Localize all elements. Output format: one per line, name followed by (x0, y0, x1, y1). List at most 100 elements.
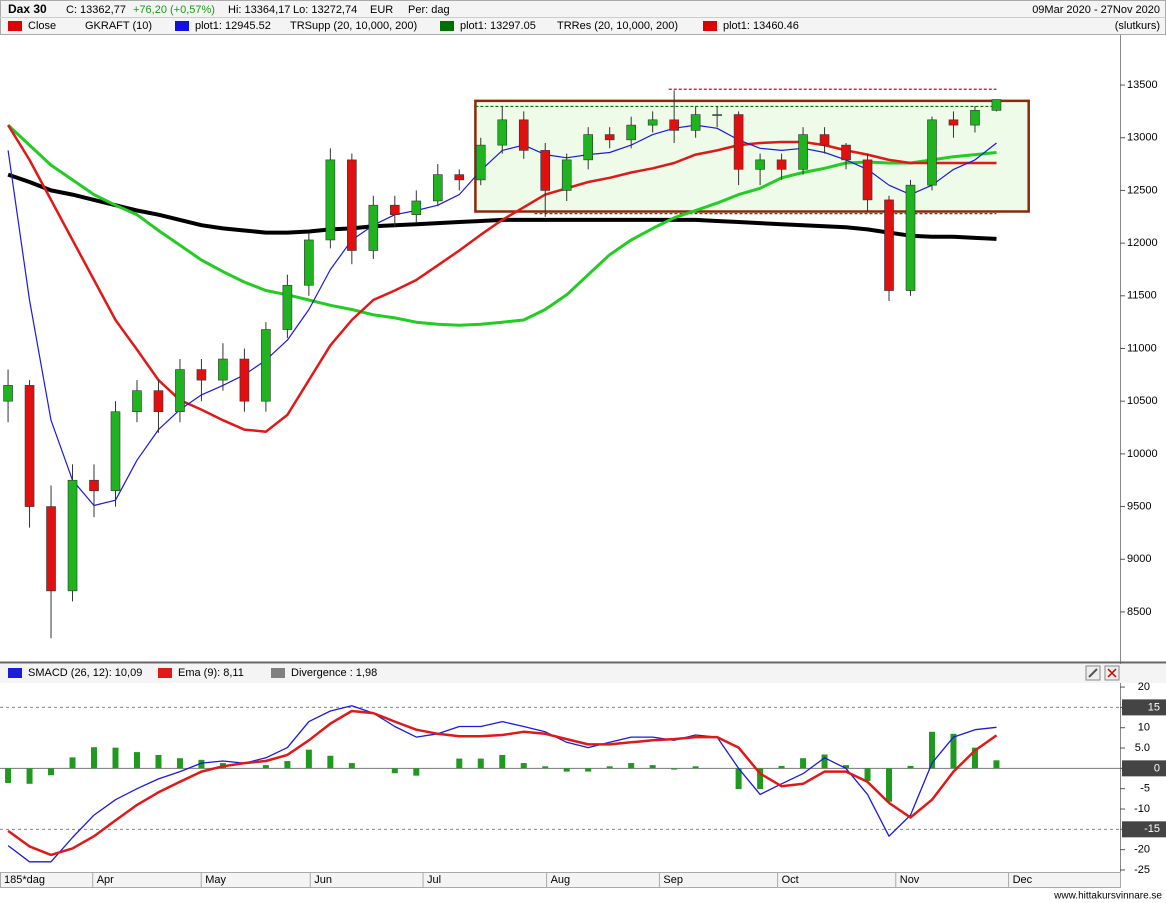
high: Hi: 13364,17 (228, 4, 290, 16)
y-tick-label: 11500 (1127, 290, 1157, 302)
divergence-bar (327, 755, 334, 769)
x-tick-label: Nov (900, 874, 920, 886)
divergence-bar (928, 731, 935, 769)
series-line (7, 124, 997, 433)
candle-body (927, 119, 937, 186)
change: +76,20 (+0,57%) (133, 4, 215, 16)
low: Lo: 13272,74 (293, 4, 357, 16)
instrument-title: Dax 30 (8, 2, 47, 16)
divergence-bar (563, 768, 570, 772)
close-price: C: 13362,77 (66, 4, 126, 16)
candle-body (690, 114, 701, 131)
series-line (7, 709, 998, 857)
candle-body (841, 144, 851, 161)
legend-swatch (8, 21, 22, 31)
candle-body (110, 411, 121, 492)
divergence-bar (520, 763, 527, 769)
divergence-bar (800, 758, 807, 769)
candle-body (261, 329, 271, 402)
candle-body (755, 159, 765, 170)
candle-body (733, 114, 744, 170)
candle-body (67, 479, 78, 592)
y-tick-label: 12000 (1127, 237, 1158, 249)
divergence-bar (198, 759, 205, 769)
legend-label: plot1: 13460.46 (723, 20, 799, 32)
divergence-bar (262, 765, 269, 769)
divergence-bar (456, 758, 463, 769)
y-tick-box (1122, 821, 1166, 838)
candle-body (218, 358, 228, 381)
y-tick-label: 15 (1148, 701, 1160, 713)
candle-body (3, 385, 13, 402)
y-tick-label: 8500 (1127, 606, 1151, 618)
legend-swatch (440, 21, 454, 31)
close-icon (1107, 668, 1117, 678)
candle-body (776, 159, 787, 170)
source: www.hittakursvinnare.se (1053, 891, 1162, 902)
candle-body (432, 174, 443, 202)
divergence-bar (606, 766, 613, 769)
y-tick-label: 10500 (1127, 395, 1158, 407)
y-tick-label: -10 (1134, 803, 1150, 815)
y-tick-label: 10000 (1127, 448, 1158, 460)
y-tick-label: 10 (1138, 722, 1150, 734)
legend-swatch (271, 668, 285, 678)
x-tick-label: Oct (782, 874, 799, 886)
candle-body (89, 479, 99, 492)
settings-icon (1088, 668, 1098, 678)
divergence-bar (413, 768, 420, 776)
candle-body (518, 119, 529, 151)
candle-body (153, 390, 164, 413)
candle-body (905, 184, 916, 291)
candle-body (948, 119, 959, 126)
series-line (7, 705, 997, 863)
divergence-bar (971, 747, 978, 769)
legend-label: plot1: 13297.05 (460, 20, 536, 32)
y-tick-label: 0 (1154, 762, 1160, 774)
candle-body (46, 506, 56, 592)
divergence-bar (5, 768, 12, 783)
divergence-bar (886, 768, 893, 802)
y-tick-label: 9500 (1127, 500, 1151, 512)
divergence-bar (69, 757, 76, 769)
divergence-bar (91, 747, 98, 769)
candle-body (647, 119, 658, 126)
price-type: (slutkurs) (1115, 20, 1160, 32)
y-tick-label: 9000 (1127, 553, 1151, 565)
candle-body (991, 99, 1002, 111)
divergence-bar (757, 768, 764, 790)
candle-body (583, 134, 594, 161)
legend-label: Close (28, 20, 56, 32)
y-tick-label: -25 (1134, 864, 1150, 876)
divergence-bar (950, 733, 957, 769)
x-tick-label: Jul (427, 874, 441, 886)
divergence-bar (821, 754, 828, 769)
candle-body (970, 110, 980, 126)
y-tick-label: 13000 (1127, 132, 1158, 144)
candle-body (239, 358, 250, 402)
y-tick-label: -20 (1134, 844, 1150, 856)
divergence-bar (155, 754, 162, 769)
y-tick-label: 20 (1138, 681, 1150, 693)
divergence-bar (864, 768, 871, 781)
candle-body (304, 239, 314, 286)
divergence-bar (284, 761, 291, 769)
divergence-bar (993, 760, 1000, 769)
candle-body (561, 159, 572, 191)
y-tick-box (1122, 699, 1166, 716)
divergence-bar (477, 758, 484, 769)
y-tick-label: -5 (1140, 783, 1150, 795)
y-tick-label: 12500 (1127, 184, 1158, 196)
candle-body (862, 159, 873, 201)
y-tick-label: 11000 (1127, 342, 1157, 354)
legend-label: Ema (9): 8,11 (178, 667, 244, 679)
divergence-bar (585, 768, 592, 772)
divergence-bar (542, 766, 549, 769)
divergence-bar (348, 763, 355, 769)
divergence-bar (735, 768, 742, 790)
legend-label: TRRes (20, 10,000, 200) (557, 20, 678, 32)
candle-body (669, 119, 679, 131)
divergence-bar (907, 765, 914, 769)
